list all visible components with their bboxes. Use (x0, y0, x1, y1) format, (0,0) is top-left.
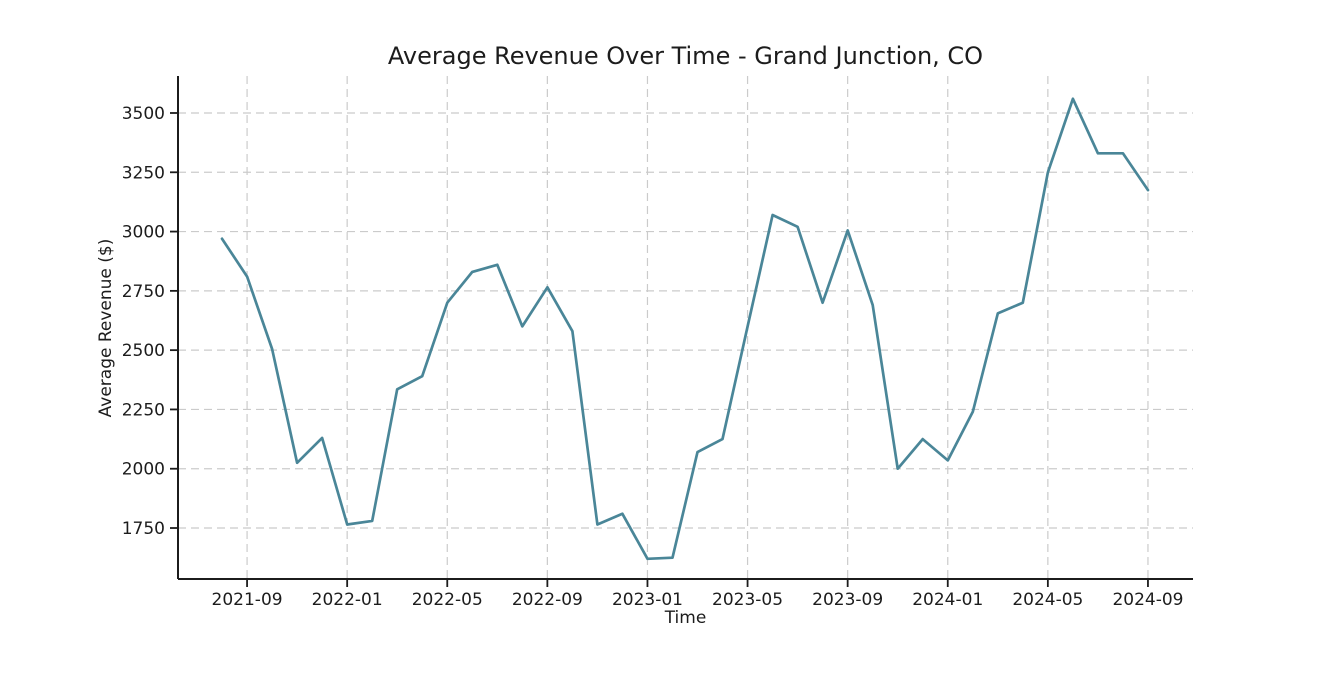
average-revenue-line (220, 97, 1150, 561)
y-tick-label: 3000 (122, 223, 165, 243)
y-tick-label: 2500 (122, 341, 165, 361)
y-tick-label: 2750 (122, 282, 165, 302)
x-tick-label: 2023-05 (712, 590, 783, 610)
x-tick-label: 2023-01 (612, 590, 683, 610)
x-tick-label: 2022-01 (312, 590, 383, 610)
y-tick-label: 2250 (122, 400, 165, 420)
x-tick-label: 2024-05 (1012, 590, 1083, 610)
x-tick-label: 2021-09 (212, 590, 283, 610)
x-tick-label: 2024-01 (912, 590, 983, 610)
x-tick-label: 2022-09 (512, 590, 583, 610)
x-tick-label: 2023-09 (812, 590, 883, 610)
y-tick-label: 3500 (122, 104, 165, 124)
x-tick-label: 2024-09 (1112, 590, 1183, 610)
y-tick-label: 3250 (122, 163, 165, 183)
x-tick-label: 2022-05 (412, 590, 483, 610)
y-tick-label: 2000 (122, 460, 165, 480)
chart-title: Average Revenue Over Time - Grand Juncti… (387, 42, 984, 70)
y-tick-label: 1750 (122, 519, 165, 539)
x-axis-label: Time (664, 608, 707, 628)
